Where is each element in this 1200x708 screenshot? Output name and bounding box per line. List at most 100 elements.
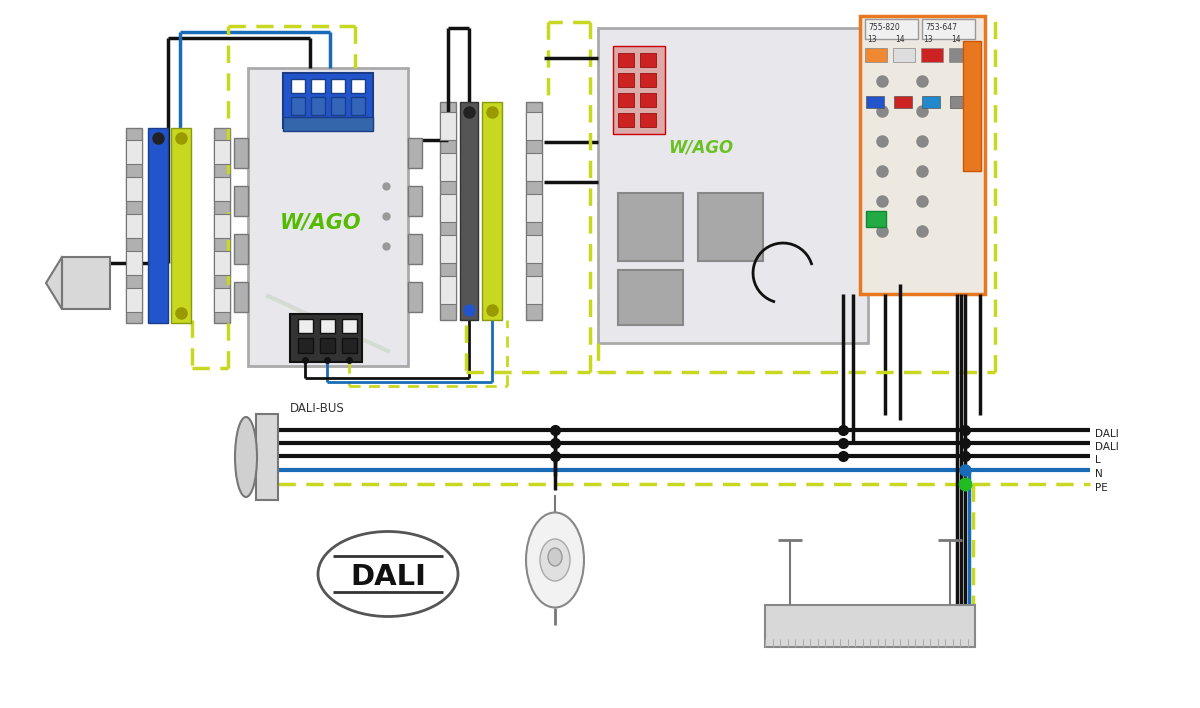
FancyBboxPatch shape [860, 16, 985, 294]
Ellipse shape [318, 532, 458, 617]
FancyBboxPatch shape [126, 288, 142, 312]
FancyBboxPatch shape [440, 276, 456, 304]
FancyBboxPatch shape [964, 41, 982, 171]
FancyBboxPatch shape [893, 48, 916, 62]
Text: N: N [1096, 469, 1103, 479]
FancyBboxPatch shape [618, 113, 634, 127]
FancyBboxPatch shape [640, 53, 656, 67]
FancyBboxPatch shape [922, 19, 974, 39]
FancyBboxPatch shape [248, 68, 408, 366]
FancyBboxPatch shape [342, 338, 358, 353]
FancyBboxPatch shape [126, 177, 142, 201]
Text: DALI-BUS: DALI-BUS [290, 402, 344, 415]
FancyBboxPatch shape [126, 128, 142, 323]
FancyBboxPatch shape [298, 319, 313, 333]
Text: 14: 14 [895, 35, 905, 44]
FancyBboxPatch shape [331, 79, 346, 93]
FancyBboxPatch shape [618, 93, 634, 107]
FancyBboxPatch shape [698, 193, 763, 261]
FancyBboxPatch shape [298, 338, 313, 353]
Polygon shape [46, 257, 62, 309]
Text: L: L [1096, 455, 1100, 465]
FancyBboxPatch shape [408, 186, 422, 216]
Text: W/AGO: W/AGO [668, 139, 733, 157]
FancyBboxPatch shape [214, 140, 230, 164]
FancyBboxPatch shape [283, 73, 373, 128]
FancyBboxPatch shape [440, 235, 456, 263]
FancyBboxPatch shape [865, 48, 887, 62]
FancyBboxPatch shape [440, 153, 456, 181]
FancyBboxPatch shape [440, 194, 456, 222]
Text: 753-647: 753-647 [925, 23, 958, 32]
FancyBboxPatch shape [865, 19, 918, 39]
FancyBboxPatch shape [292, 97, 305, 115]
Text: 13: 13 [866, 35, 877, 44]
FancyBboxPatch shape [352, 79, 365, 93]
FancyBboxPatch shape [598, 28, 868, 343]
FancyBboxPatch shape [618, 270, 683, 325]
FancyBboxPatch shape [320, 319, 335, 333]
FancyBboxPatch shape [440, 102, 456, 320]
FancyBboxPatch shape [922, 48, 943, 62]
FancyBboxPatch shape [408, 234, 422, 264]
FancyBboxPatch shape [172, 128, 191, 323]
FancyBboxPatch shape [311, 97, 325, 115]
FancyBboxPatch shape [283, 117, 373, 131]
FancyBboxPatch shape [950, 96, 968, 108]
Ellipse shape [548, 548, 562, 566]
FancyBboxPatch shape [408, 138, 422, 168]
Text: 13: 13 [923, 35, 932, 44]
FancyBboxPatch shape [618, 53, 634, 67]
Ellipse shape [526, 513, 584, 607]
FancyBboxPatch shape [126, 251, 142, 275]
FancyBboxPatch shape [256, 414, 278, 500]
Text: W/AGO: W/AGO [280, 212, 361, 232]
Text: DALI: DALI [1096, 442, 1118, 452]
FancyBboxPatch shape [331, 97, 346, 115]
FancyBboxPatch shape [526, 102, 542, 320]
FancyBboxPatch shape [866, 211, 886, 227]
Ellipse shape [540, 539, 570, 581]
FancyBboxPatch shape [526, 235, 542, 263]
FancyBboxPatch shape [618, 73, 634, 87]
Text: PE: PE [1096, 483, 1108, 493]
FancyBboxPatch shape [922, 96, 940, 108]
FancyBboxPatch shape [234, 138, 248, 168]
FancyBboxPatch shape [866, 96, 884, 108]
FancyBboxPatch shape [408, 282, 422, 312]
FancyBboxPatch shape [214, 288, 230, 312]
Text: 14: 14 [952, 35, 961, 44]
FancyBboxPatch shape [640, 73, 656, 87]
FancyBboxPatch shape [526, 276, 542, 304]
FancyBboxPatch shape [440, 112, 456, 140]
FancyBboxPatch shape [640, 113, 656, 127]
FancyBboxPatch shape [526, 153, 542, 181]
FancyBboxPatch shape [126, 140, 142, 164]
FancyBboxPatch shape [526, 194, 542, 222]
FancyBboxPatch shape [352, 97, 365, 115]
FancyBboxPatch shape [234, 282, 248, 312]
FancyBboxPatch shape [618, 193, 683, 261]
Text: DALI: DALI [1096, 429, 1118, 439]
FancyBboxPatch shape [311, 79, 325, 93]
FancyBboxPatch shape [482, 102, 502, 320]
Text: 755-820: 755-820 [868, 23, 900, 32]
FancyBboxPatch shape [526, 112, 542, 140]
FancyBboxPatch shape [214, 177, 230, 201]
FancyBboxPatch shape [640, 93, 656, 107]
FancyBboxPatch shape [126, 214, 142, 238]
FancyBboxPatch shape [613, 46, 665, 134]
FancyBboxPatch shape [234, 186, 248, 216]
FancyBboxPatch shape [320, 338, 335, 353]
FancyBboxPatch shape [292, 79, 305, 93]
FancyBboxPatch shape [290, 314, 362, 362]
FancyBboxPatch shape [62, 257, 110, 309]
FancyBboxPatch shape [894, 96, 912, 108]
Text: DALI: DALI [350, 563, 426, 591]
FancyBboxPatch shape [342, 319, 358, 333]
FancyBboxPatch shape [234, 234, 248, 264]
FancyBboxPatch shape [949, 48, 971, 62]
FancyBboxPatch shape [214, 251, 230, 275]
FancyBboxPatch shape [766, 605, 974, 647]
FancyBboxPatch shape [148, 128, 168, 323]
